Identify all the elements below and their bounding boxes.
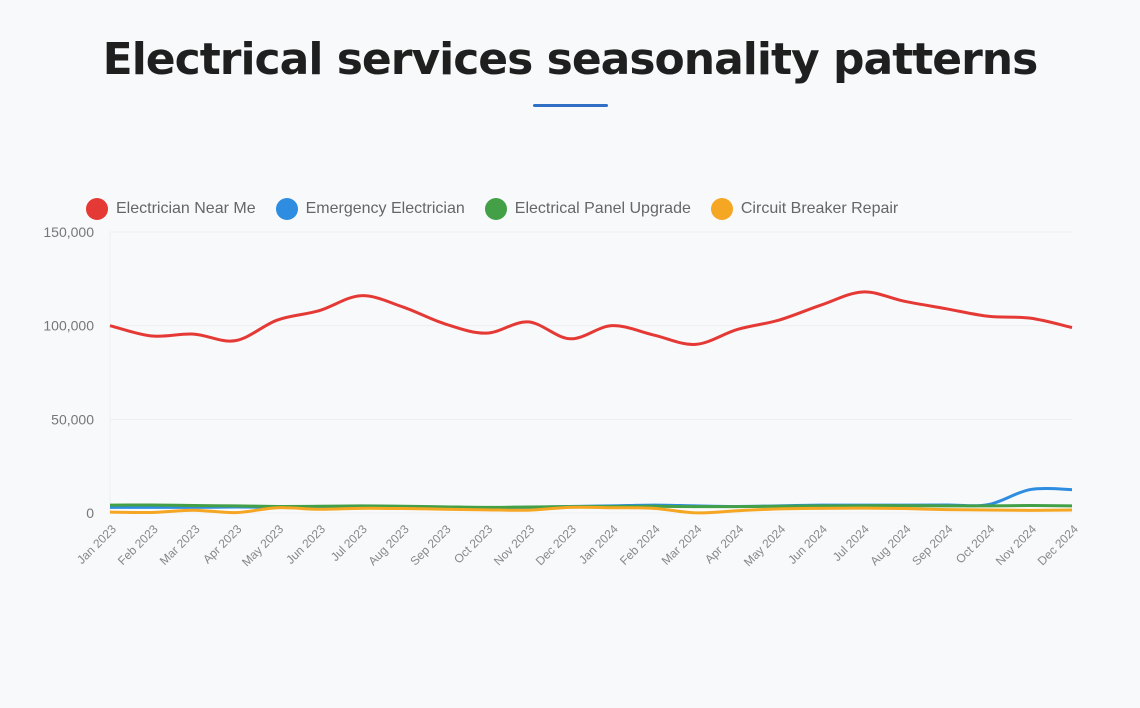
x-tick-label: May 2024 xyxy=(741,522,788,569)
y-tick-label: 150,000 xyxy=(43,224,94,240)
legend-label: Electrician Near Me xyxy=(116,200,256,217)
x-tick-label: Apr 2024 xyxy=(702,522,747,567)
x-tick-label: Jul 2023 xyxy=(328,522,370,564)
chart-title: Electrical services seasonality patterns xyxy=(102,34,1039,85)
x-tick-label: Mar 2024 xyxy=(659,522,705,568)
legend-dot xyxy=(86,198,108,220)
x-tick-label: Feb 2023 xyxy=(115,522,161,568)
legend-item[interactable]: Emergency Electrician xyxy=(275,198,465,220)
legend: Electrician Near Me Emergency Electricia… xyxy=(86,198,898,220)
legend-dot xyxy=(275,198,298,220)
x-tick-label: Jan 2024 xyxy=(576,522,621,567)
title-underline xyxy=(533,104,608,107)
y-tick-label: 0 xyxy=(86,505,94,521)
x-tick-label: Aug 2024 xyxy=(867,522,913,568)
series-line-circuit-breaker-repair xyxy=(109,505,1073,515)
x-tick-label: Jun 2024 xyxy=(785,522,830,567)
x-tick-label: Sep 2023 xyxy=(407,522,453,568)
x-tick-label: Aug 2023 xyxy=(365,522,411,568)
x-tick-label: Jun 2023 xyxy=(283,522,328,567)
x-tick-label: Oct 2023 xyxy=(451,522,496,567)
x-tick-label: Nov 2023 xyxy=(491,522,537,568)
x-tick-label: Jul 2024 xyxy=(830,522,872,564)
legend-label: Circuit Breaker Repair xyxy=(740,200,899,217)
x-tick-label: Dec 2024 xyxy=(1035,522,1081,568)
y-tick-label: 100,000 xyxy=(43,318,94,334)
series-line-electrician-near-me xyxy=(109,290,1073,346)
x-tick-label: Sep 2024 xyxy=(909,522,955,568)
legend-dot xyxy=(710,198,733,220)
x-tick-label: Nov 2024 xyxy=(993,522,1039,568)
legend-item[interactable]: Circuit Breaker Repair xyxy=(710,198,899,220)
x-tick-label: Dec 2023 xyxy=(533,522,579,568)
legend-dot xyxy=(484,198,507,220)
legend-item[interactable]: Electrical Panel Upgrade xyxy=(484,198,691,220)
legend-label: Electrical Panel Upgrade xyxy=(514,200,691,217)
legend-item[interactable]: Electrician Near Me xyxy=(86,198,256,220)
x-tick-label: Mar 2023 xyxy=(157,522,203,568)
legend-label: Emergency Electrician xyxy=(305,200,465,217)
x-tick-label: Oct 2024 xyxy=(953,522,998,567)
x-tick-label: Feb 2024 xyxy=(617,522,663,568)
y-tick-label: 50,000 xyxy=(51,411,94,427)
x-tick-label: Jan 2023 xyxy=(74,522,119,567)
x-tick-label: Apr 2023 xyxy=(200,522,245,567)
x-tick-label: May 2023 xyxy=(239,522,286,569)
